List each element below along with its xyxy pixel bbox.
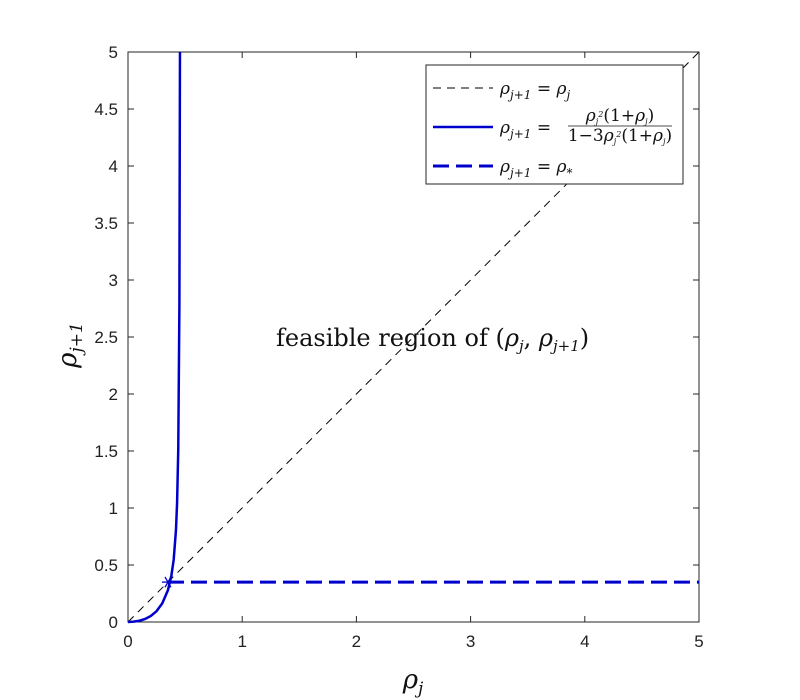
y-tick-label: 5: [109, 43, 118, 62]
svg-text:ρj2(1+ρj): ρj2(1+ρj): [585, 106, 654, 126]
x-tick-label: 4: [580, 632, 589, 651]
x-tick-label: 5: [694, 632, 703, 651]
x-axis-label: ρj: [402, 665, 424, 699]
legend-fraction: ρj2(1+ρj) 1−3ρj2(1+ρj): [568, 106, 672, 146]
y-axis-label: ρj+1: [53, 322, 87, 369]
x-tick-label: 2: [352, 632, 361, 651]
legend-label-rho-star: ρj+1 = ρ*: [499, 157, 572, 180]
y-tick-label: 2.5: [94, 328, 118, 347]
legend-label-identity: ρj+1 = ρj: [499, 79, 570, 102]
legend-label-curve: ρj+1 =: [499, 118, 551, 141]
y-tick-label: 0.5: [94, 556, 118, 575]
svg-text:1−3ρj2(1+ρj): 1−3ρj2(1+ρj): [568, 126, 672, 146]
x-tick-label: 0: [123, 632, 132, 651]
y-tick-label: 3.5: [94, 214, 118, 233]
y-tick-label: 1: [109, 499, 118, 518]
x-tick-label: 3: [466, 632, 475, 651]
series-growth-curve: [127, 51, 182, 624]
y-tick-label: 2: [109, 385, 118, 404]
x-tick-label: 1: [237, 632, 246, 651]
annotation-feasible-region: feasible region of (ρj, ρj+1): [276, 324, 589, 355]
svg-text:ρj+1: ρj+1: [53, 322, 87, 369]
y-tick-label: 0: [109, 613, 118, 632]
y-tick-label: 4: [109, 157, 118, 176]
y-tick-label: 1.5: [94, 442, 118, 461]
legend: ρj+1 = ρj ρj+1 = ρj2(1+ρj) 1−3ρj2(1+ρj) …: [425, 64, 684, 185]
x-axis-ticks: 0 1 2 3 4 5: [123, 52, 704, 651]
legend-box: [425, 64, 684, 185]
y-tick-label: 4.5: [94, 100, 118, 119]
y-tick-label: 3: [109, 271, 118, 290]
y-axis-ticks: 0 0.5 1 1.5 2 2.5 3 3.5 4 4.5 5: [94, 43, 699, 632]
intersection-marker: [161, 576, 174, 588]
